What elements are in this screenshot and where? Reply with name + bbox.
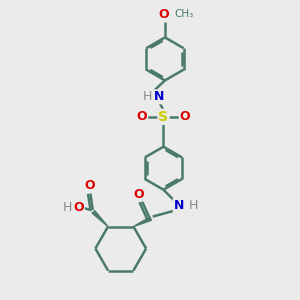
- Text: O: O: [73, 201, 84, 214]
- Text: O: O: [84, 179, 94, 192]
- Polygon shape: [92, 211, 108, 226]
- Text: H: H: [189, 199, 198, 212]
- Text: H: H: [62, 201, 72, 214]
- Text: O: O: [134, 188, 144, 201]
- Text: O: O: [136, 110, 147, 123]
- Text: H: H: [142, 90, 152, 103]
- Text: N: N: [154, 90, 164, 103]
- Text: O: O: [158, 8, 169, 21]
- Text: O: O: [180, 110, 190, 123]
- Polygon shape: [134, 217, 151, 226]
- Text: S: S: [158, 110, 168, 124]
- Text: CH₃: CH₃: [175, 9, 194, 19]
- Text: N: N: [174, 199, 184, 212]
